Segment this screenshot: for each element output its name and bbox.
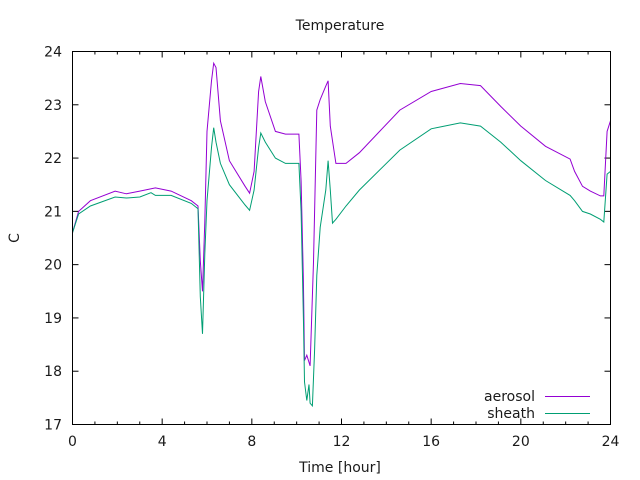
- y-tick-label: 23: [44, 98, 62, 114]
- series-line-sheath: [72, 122, 611, 408]
- y-tick-label: 21: [44, 204, 62, 220]
- x-axis-label: Time [hour]: [298, 460, 381, 476]
- y-tick-label: 20: [44, 258, 62, 274]
- legend-label-sheath: sheath: [487, 406, 535, 422]
- y-tick-label: 18: [44, 364, 62, 380]
- y-tick-label: 24: [44, 45, 62, 61]
- x-tick-label: 24: [602, 434, 620, 450]
- x-tick-label: 20: [512, 434, 530, 450]
- x-tick-label: 16: [422, 434, 440, 450]
- series-line-aerosol: [72, 61, 611, 367]
- x-tick-label: 0: [68, 434, 77, 450]
- y-tick-label: 22: [44, 151, 62, 167]
- x-tick-label: 4: [158, 434, 167, 450]
- y-tick-label: 19: [44, 311, 62, 327]
- y-tick-label: 17: [44, 418, 62, 434]
- y-axis-label: C: [7, 233, 23, 243]
- x-tick-label: 12: [333, 434, 351, 450]
- legend-label-aerosol: aerosol: [484, 389, 535, 405]
- chart-title: Temperature: [295, 18, 385, 34]
- legend: aerosol sheath: [484, 389, 590, 422]
- x-tick-label: 8: [247, 434, 256, 450]
- plot-border: [72, 51, 611, 425]
